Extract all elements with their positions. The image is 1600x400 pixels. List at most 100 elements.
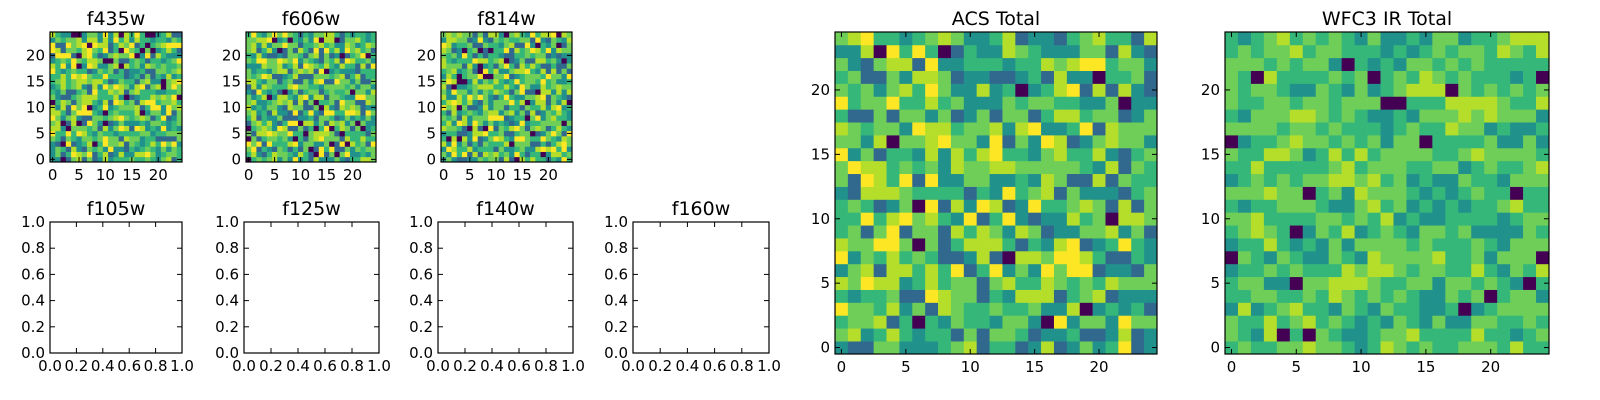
heatmap-cell bbox=[365, 63, 372, 69]
heatmap-cell bbox=[1471, 238, 1485, 252]
heatmap-cell bbox=[524, 42, 531, 48]
heatmap-cell bbox=[545, 110, 552, 116]
heatmap-cell bbox=[963, 276, 978, 290]
heatmap-cell bbox=[145, 37, 151, 43]
heatmap-cell bbox=[1315, 238, 1330, 252]
heatmap-cell bbox=[1276, 199, 1291, 213]
heatmap-cell bbox=[266, 37, 273, 43]
heatmap-cell bbox=[540, 115, 547, 121]
heatmap-cell bbox=[989, 276, 1003, 290]
heatmap-cell bbox=[540, 120, 547, 126]
heatmap-cell bbox=[989, 225, 1003, 239]
heatmap-cell bbox=[524, 37, 531, 43]
heatmap-cell bbox=[261, 104, 268, 111]
heatmap-cell bbox=[1458, 238, 1472, 252]
heatmap-cell bbox=[899, 147, 913, 162]
heatmap-cell bbox=[150, 130, 156, 137]
heatmap-cell bbox=[166, 89, 172, 95]
heatmap-cell bbox=[976, 186, 990, 200]
heatmap-cell bbox=[308, 141, 314, 147]
heatmap-cell bbox=[514, 141, 520, 147]
heatmap-cell bbox=[277, 42, 283, 48]
heatmap-cell bbox=[1237, 212, 1252, 226]
heatmap-cell bbox=[350, 58, 356, 64]
heatmap-cell bbox=[139, 78, 146, 85]
heatmap-cell bbox=[365, 120, 372, 126]
heatmap-cell bbox=[97, 115, 104, 121]
heatmap-cell bbox=[1315, 302, 1330, 316]
heatmap-cell bbox=[145, 120, 151, 126]
heatmap-cell bbox=[1419, 225, 1433, 239]
heatmap-cell bbox=[1105, 315, 1119, 329]
heatmap-cell bbox=[860, 147, 874, 162]
heatmap-cell bbox=[873, 135, 887, 149]
heatmap-cell bbox=[261, 151, 268, 158]
heatmap-cell bbox=[113, 58, 119, 64]
heatmap-cell bbox=[1015, 289, 1029, 303]
heatmap-cell bbox=[339, 156, 346, 163]
heatmap-cell bbox=[350, 110, 356, 116]
heatmap-cell bbox=[1289, 57, 1304, 71]
heatmap-cell bbox=[308, 32, 314, 38]
heatmap-cell bbox=[155, 99, 162, 106]
heatmap-cell bbox=[108, 110, 114, 116]
heatmap-cell bbox=[145, 104, 151, 111]
heatmap-cell bbox=[1367, 186, 1381, 200]
heatmap-cell bbox=[277, 110, 283, 116]
heatmap-cell bbox=[266, 99, 273, 106]
heatmap-cell bbox=[1497, 122, 1511, 136]
heatmap-cell bbox=[938, 199, 952, 213]
heatmap-cell bbox=[334, 110, 340, 116]
heatmap-cell bbox=[1066, 32, 1081, 46]
heatmap-cell bbox=[71, 94, 77, 100]
heatmap-cell bbox=[989, 147, 1003, 162]
heatmap-cell bbox=[561, 37, 568, 43]
heatmap-cell bbox=[545, 151, 552, 158]
heatmap-cell bbox=[123, 120, 130, 126]
heatmap-cell bbox=[488, 42, 494, 48]
heatmap-cell bbox=[86, 37, 93, 43]
heatmap-cell bbox=[1041, 32, 1055, 46]
heatmap-cell bbox=[1066, 302, 1081, 316]
heatmap-cell bbox=[1328, 212, 1342, 226]
heatmap-cell bbox=[355, 42, 361, 48]
heatmap-cell bbox=[261, 99, 268, 106]
heatmap-cell bbox=[71, 99, 77, 106]
heatmap-cell bbox=[976, 238, 990, 252]
heatmap-cell bbox=[113, 68, 119, 74]
y-tick-label: 0.2 bbox=[215, 318, 239, 336]
heatmap-cell bbox=[277, 136, 283, 142]
heatmap-cell bbox=[155, 141, 162, 147]
heatmap-cell bbox=[150, 110, 156, 116]
heatmap-cell bbox=[1302, 44, 1317, 59]
heatmap-cell bbox=[1250, 57, 1265, 71]
heatmap-cell bbox=[324, 141, 330, 147]
heatmap-cell bbox=[1445, 96, 1459, 110]
heatmap-cell bbox=[277, 125, 283, 132]
heatmap-cell bbox=[925, 225, 939, 239]
heatmap-cell bbox=[493, 115, 499, 121]
heatmap-cell bbox=[1144, 199, 1158, 213]
heatmap-cell bbox=[350, 136, 356, 142]
heatmap-cell bbox=[509, 104, 515, 111]
heatmap-cell bbox=[535, 110, 541, 116]
heatmap-cell bbox=[551, 104, 557, 111]
heatmap-cell bbox=[1367, 289, 1381, 303]
heatmap-cell bbox=[551, 156, 557, 163]
heatmap-cell bbox=[256, 130, 262, 137]
heatmap-cell bbox=[108, 125, 114, 132]
heatmap-cell bbox=[113, 110, 119, 116]
heatmap-cell bbox=[145, 151, 151, 158]
heatmap-cell bbox=[551, 146, 557, 152]
heatmap-cell bbox=[1225, 341, 1239, 355]
heatmap-cell bbox=[950, 57, 965, 71]
heatmap-cell bbox=[847, 83, 862, 97]
heatmap-cell bbox=[287, 94, 294, 100]
heatmap-cell bbox=[324, 120, 330, 126]
heatmap-cell bbox=[1471, 199, 1485, 213]
heatmap-cell bbox=[1393, 250, 1407, 265]
heatmap-cell bbox=[1328, 96, 1342, 110]
heatmap-cell bbox=[113, 42, 119, 48]
heatmap-cell bbox=[350, 125, 356, 132]
heatmap-cell bbox=[160, 52, 167, 59]
